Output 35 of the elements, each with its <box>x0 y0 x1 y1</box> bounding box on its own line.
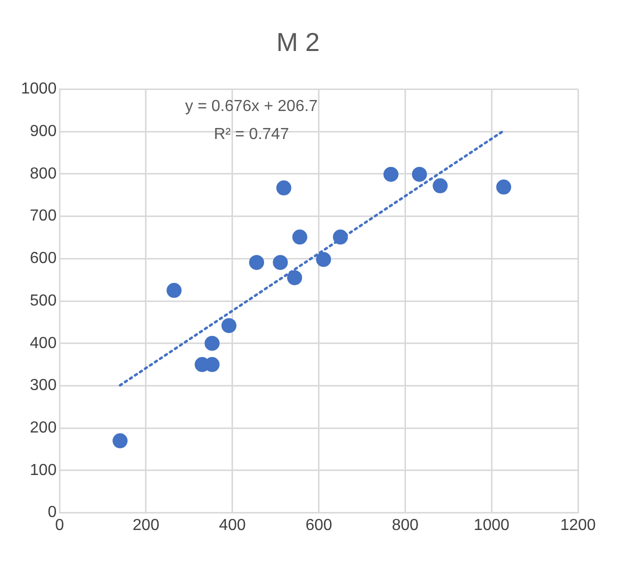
y-tick-label: 700 <box>30 208 57 225</box>
y-tick-label: 900 <box>30 122 57 140</box>
point <box>249 254 264 270</box>
annotation: R² = 0.747 <box>214 126 290 144</box>
point <box>432 178 448 194</box>
point <box>332 230 348 245</box>
y-tick-label: 0 <box>48 504 57 522</box>
x-tick-label: 1000 <box>474 516 510 534</box>
point <box>166 282 182 298</box>
y-tick-label: 400 <box>30 334 57 352</box>
point <box>412 166 427 182</box>
x-tick-label: 600 <box>305 516 332 534</box>
chart-title: M 2 <box>276 26 320 57</box>
y-tick-label: 800 <box>30 165 57 182</box>
y-tick-label: 200 <box>30 419 57 436</box>
y-tick-label: 100 <box>30 462 57 479</box>
x-tick-label: 200 <box>132 516 160 534</box>
x-tick-label: 800 <box>392 516 419 534</box>
point <box>276 180 292 196</box>
point <box>272 254 288 270</box>
y-tick-label: 500 <box>30 292 57 310</box>
point <box>292 230 308 245</box>
y-tick-label: 1000 <box>21 80 57 98</box>
point <box>496 180 512 195</box>
x-tick-label: 1200 <box>560 516 596 534</box>
x-tick-label: 400 <box>219 516 246 534</box>
point <box>316 252 332 267</box>
y-tick-label: 600 <box>30 250 57 268</box>
point <box>204 336 220 351</box>
point <box>287 270 302 286</box>
annotation: y = 0.676x + 206.7 <box>185 98 318 116</box>
y-tick-label: 300 <box>30 377 57 394</box>
point <box>221 318 236 334</box>
point <box>383 166 398 182</box>
point <box>112 433 128 448</box>
